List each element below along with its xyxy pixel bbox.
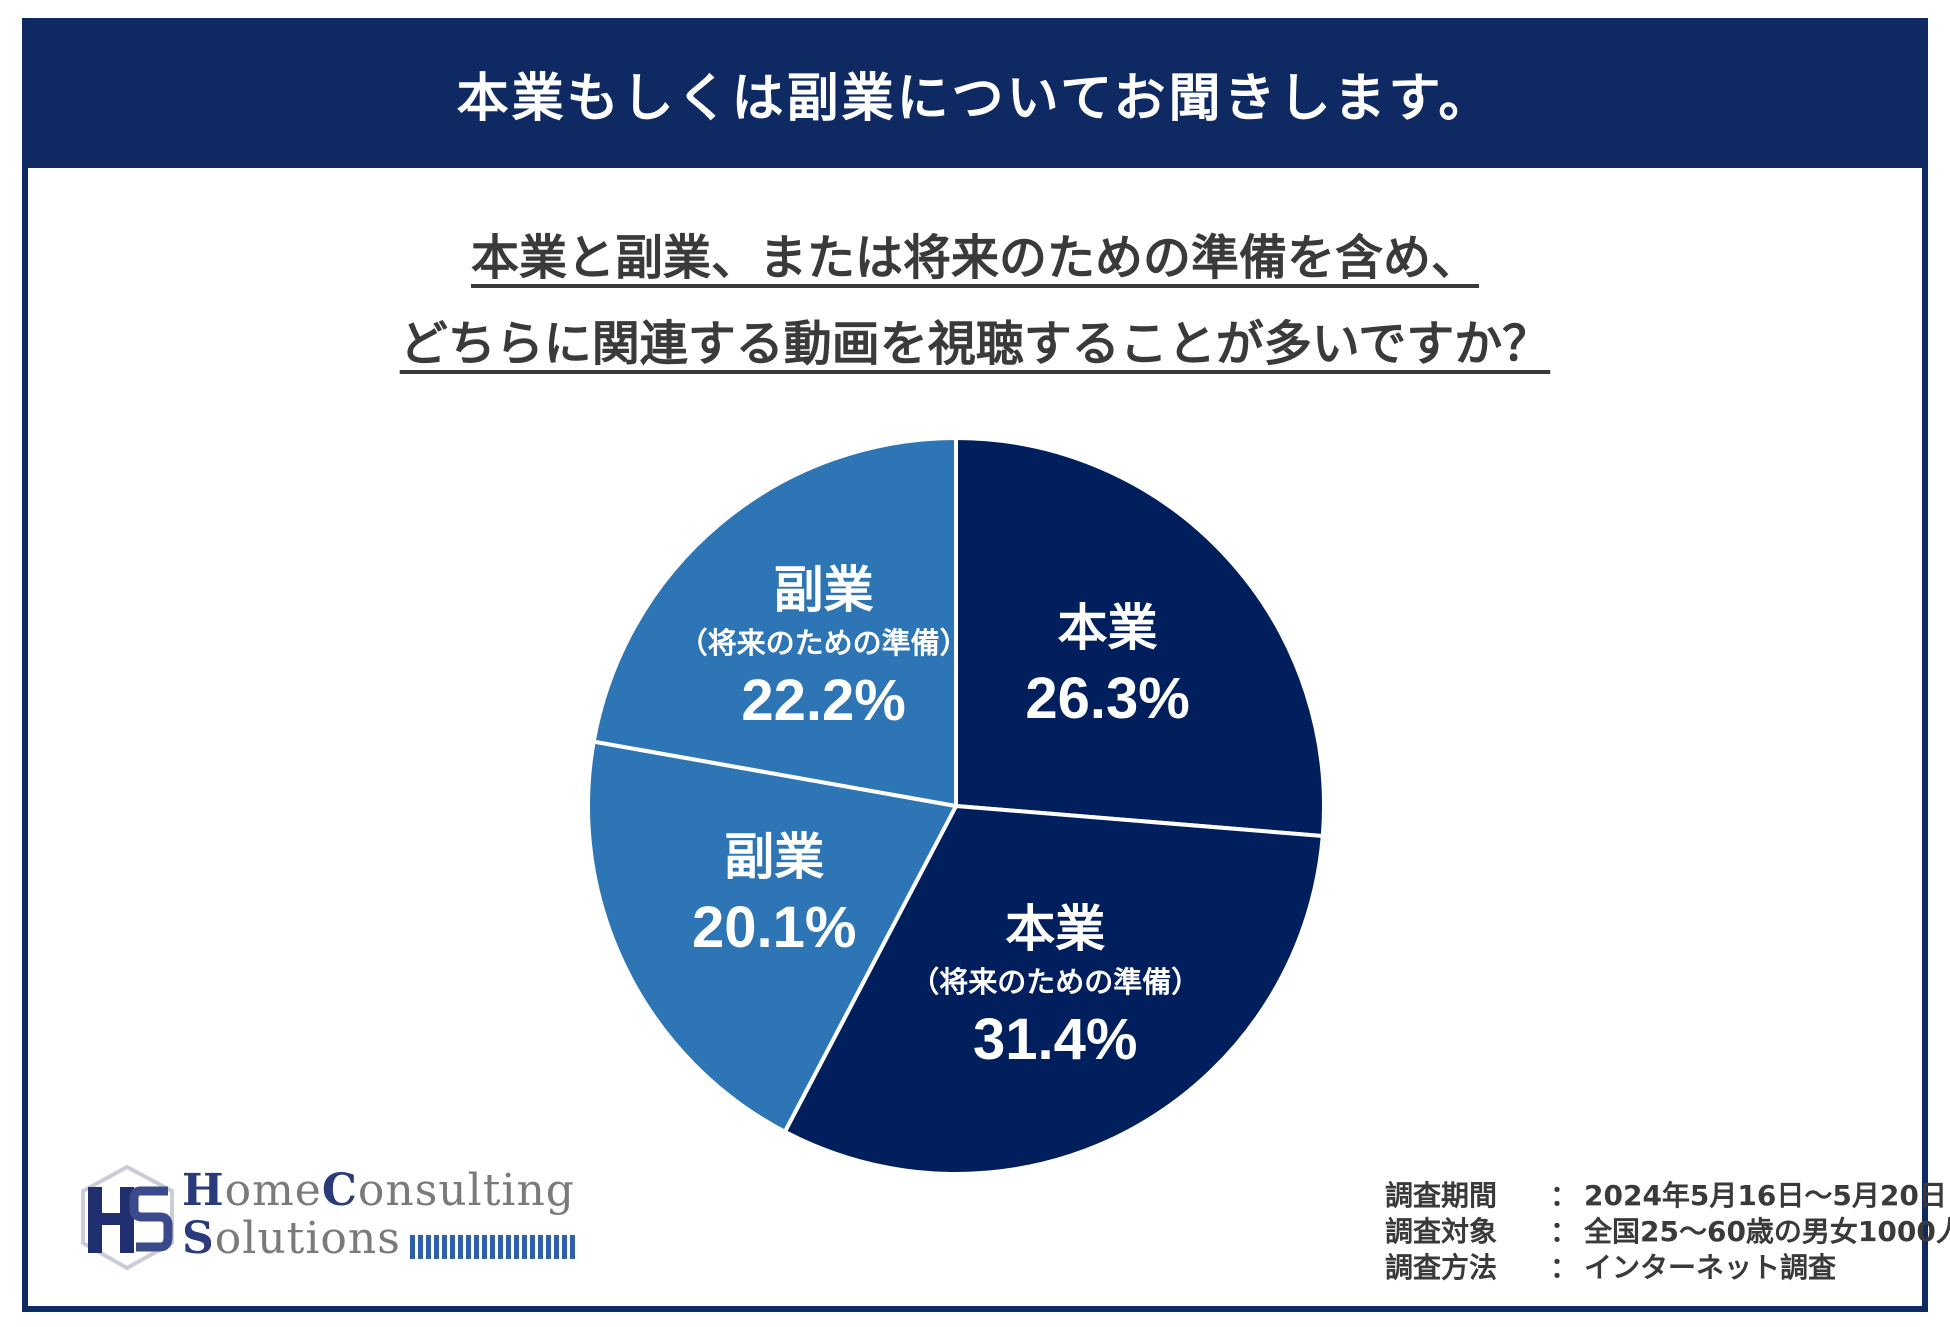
pie-slice-2 [586,739,960,1135]
survey-row-method: 調査方法：インターネット調査 [1385,1251,1837,1284]
hs-logo-icon [81,1165,174,1270]
pie-label-value: 31.4% [973,1006,1138,1072]
pie-label-category: 副業 [773,561,874,620]
pie-label-sub: （将来のための準備） [678,626,969,661]
pie-label-category: 副業 [724,828,825,887]
pie-label-1: 本業 （将来のための準備） 31.4% [910,896,1200,1078]
header-banner: 本業もしくは副業についてお聞きします。 [22,18,1928,168]
pie-label-value: 20.1% [692,895,857,961]
slide: 本業もしくは副業についてお聞きします。 [22,18,1928,1312]
pie-label-category: 本業 [1005,899,1106,958]
pie-label-category: 本業 [1057,599,1158,658]
pie-label-sub: （将来のための準備） [910,964,1201,999]
survey-row-period: 調査期間： 2024年5月16日～5月20日 [1385,1179,1947,1212]
pie-label-0: 本業 26.3% [1025,595,1189,737]
pie-slice-1 [782,803,1325,1176]
question-text: 本業と副業、または将来のための準備を含め、 どちらに関連する動画を視聴することが… [0,215,1950,387]
pie-slice-3 [591,435,958,809]
logo-line-1: HomeConsulting [182,1165,575,1216]
pie-label-3: 副業 （将来のための準備） 22.2% [679,557,969,739]
header-title: 本業もしくは副業についてお聞きします。 [456,68,1494,129]
question-line-2: どちらに関連する動画を視聴することが多いですか？ [399,316,1551,372]
logo-grid-decoration [410,1235,575,1259]
question-line-1: 本業と副業、または将来のための準備を含め、 [470,230,1479,286]
pie-slice-0 [954,435,1326,839]
pie-label-2: 副業 20.1% [692,824,856,966]
survey-row-target: 調査対象：全国25～60歳の男女1000人 [1385,1215,1950,1248]
logo-line-2: Solutions [182,1213,401,1264]
pie-label-value: 26.3% [1025,666,1190,732]
pie-label-value: 22.2% [741,668,906,734]
survey-info: 調査期間： 2024年5月16日～5月20日 調査対象：全国25～60歳の男女10… [1385,1178,1950,1286]
company-logo: HomeConsulting Solutions [80,1165,600,1275]
